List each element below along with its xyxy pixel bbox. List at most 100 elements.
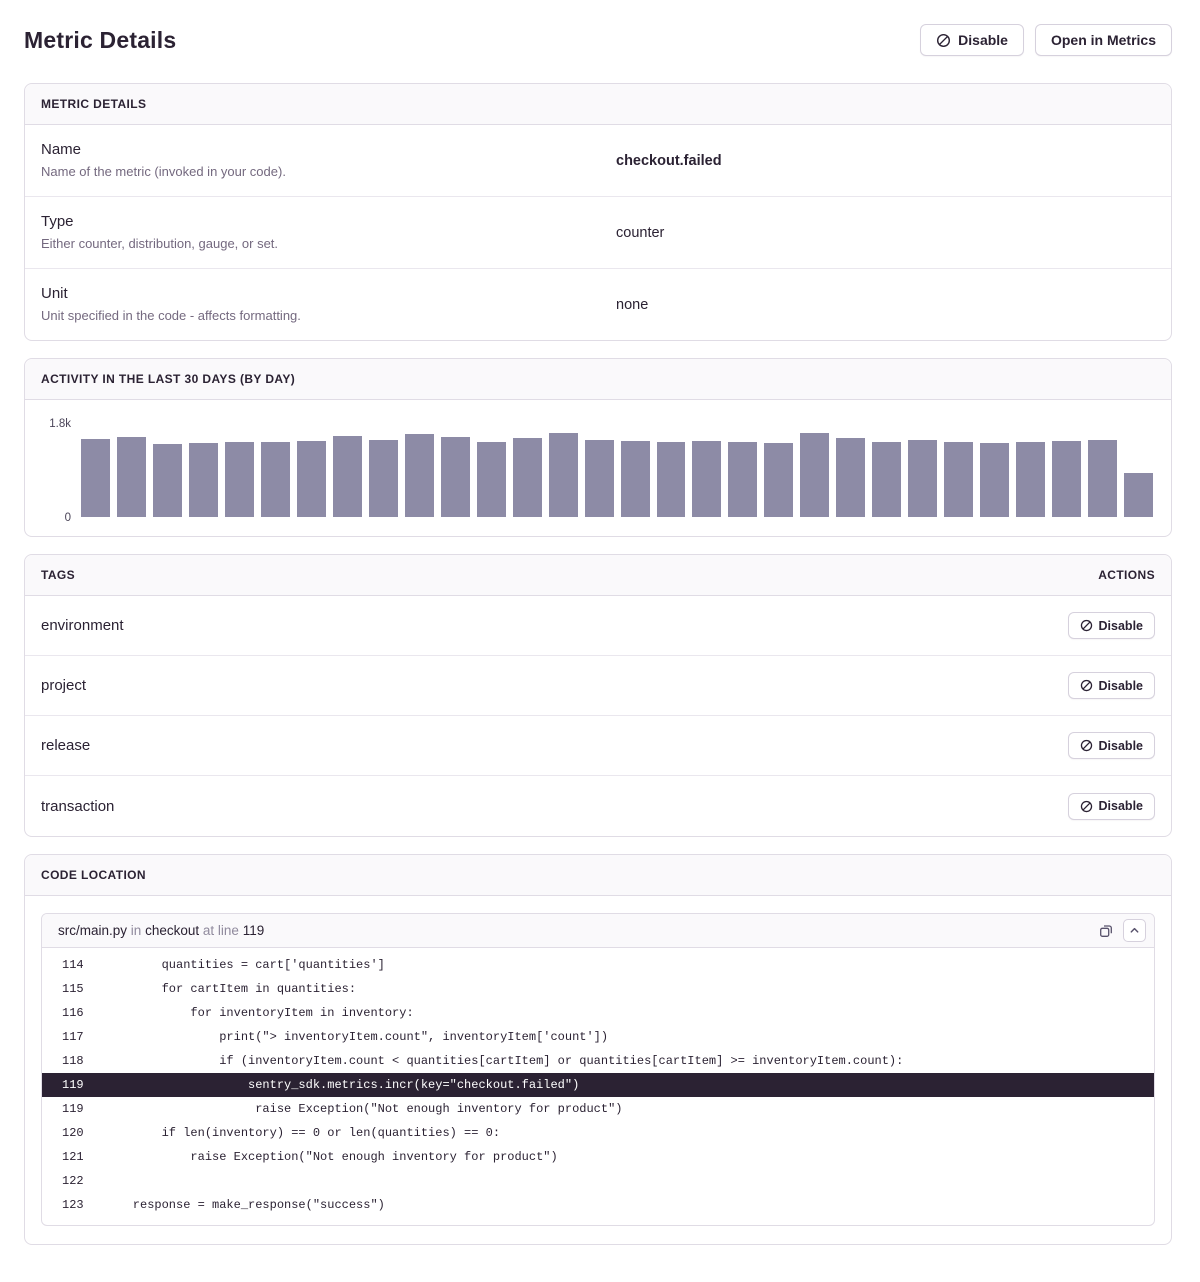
- not-icon: [1080, 800, 1092, 812]
- tag-name: project: [41, 677, 87, 694]
- page-header: Metric Details Disable Open in Metrics: [24, 24, 1172, 56]
- activity-bar-chart: 1.8k 0: [25, 400, 1171, 536]
- chart-bar: [728, 441, 758, 517]
- not-icon: [937, 33, 951, 47]
- metric-details-panel: METRIC DETAILS Name Name of the metric (…: [24, 83, 1172, 341]
- not-icon: [1080, 619, 1092, 632]
- disable-tag-button[interactable]: Disable: [1067, 612, 1155, 639]
- metric-detail-left: Name Name of the metric (invoked in your…: [41, 141, 598, 180]
- chart-bar: [800, 432, 830, 517]
- code-line-no: 119: [62, 1078, 84, 1092]
- not-icon: [1080, 739, 1092, 752]
- chart-bar: [476, 441, 506, 517]
- metric-detail-row: Type Either counter, distribution, gauge…: [25, 197, 1171, 269]
- code-block-header: src/main.py in checkout at line 119: [42, 914, 1154, 948]
- chart-bar: [548, 433, 578, 517]
- chart-bar: [872, 441, 902, 517]
- chart-bar: [188, 443, 218, 517]
- metric-detail-value: none: [616, 296, 649, 313]
- y-axis-min-label: 0: [64, 512, 71, 524]
- code-line: 119 raise Exception("Not enough inventor…: [42, 1097, 1154, 1121]
- code-line-text: for inventoryItem in inventory:: [104, 1006, 414, 1020]
- code-line-text: for cartItem in quantities:: [104, 982, 357, 996]
- collapse-code-button[interactable]: [1123, 919, 1146, 942]
- chart-bar: [296, 440, 326, 517]
- metric-detail-label: Type: [41, 213, 74, 230]
- chart-bar: [404, 434, 434, 517]
- code-line: 123 response = make_response("success"): [42, 1193, 1154, 1217]
- code-line-no: 115: [62, 982, 84, 996]
- code-line: 116 for inventoryItem in inventory:: [42, 1001, 1154, 1025]
- code-at-line-word: at line: [202, 923, 239, 938]
- tag-row: release Disable: [25, 716, 1171, 776]
- chart-bar: [1088, 439, 1118, 517]
- code-line-no: 117: [62, 1030, 84, 1044]
- chart-bar: [908, 440, 938, 517]
- metric-detail-description: Either counter, distribution, gauge, or …: [41, 236, 279, 251]
- disable-tag-label: Disable: [1098, 799, 1143, 813]
- code-line-no: 122: [62, 1174, 84, 1188]
- actions-header-label: ACTIONS: [1098, 568, 1155, 582]
- metric-detail-value: counter: [616, 224, 665, 241]
- open-in-metrics-button[interactable]: Open in Metrics: [1034, 24, 1172, 56]
- code-line-text: quantities = cart['quantities']: [104, 958, 385, 972]
- tag-name: release: [41, 737, 91, 754]
- activity-panel-header: ACTIVITY IN THE LAST 30 DAYS (BY DAY): [25, 359, 1171, 400]
- chart-bar: [980, 442, 1010, 517]
- chart-bar: [764, 442, 794, 517]
- metric-detail-left: Type Either counter, distribution, gauge…: [41, 213, 598, 252]
- disable-tag-button[interactable]: Disable: [1067, 732, 1155, 759]
- code-line-text: sentry_sdk.metrics.incr(key="checkout.fa…: [104, 1078, 580, 1092]
- chart-bar: [656, 441, 686, 517]
- code-line: 117 print("> inventoryItem.count", inven…: [42, 1025, 1154, 1049]
- code-line-no: 121: [62, 1150, 84, 1164]
- chart-bar: [1016, 441, 1046, 517]
- code-location-body: src/main.py in checkout at line 119: [25, 896, 1171, 1244]
- code-line-text: print("> inventoryItem.count", inventory…: [104, 1030, 609, 1044]
- code-line-no: 119: [62, 1102, 84, 1116]
- metric-details-panel-header: METRIC DETAILS: [25, 84, 1171, 125]
- code-line-no: 114: [62, 958, 84, 972]
- metric-detail-row: Unit Unit specified in the code - affect…: [25, 269, 1171, 340]
- code-location-panel: CODE LOCATION src/main.py in checkout at…: [24, 854, 1172, 1245]
- code-line: 121 raise Exception("Not enough inventor…: [42, 1145, 1154, 1169]
- code-file: src/main.py: [58, 923, 128, 938]
- code-line-no: 118: [62, 1054, 84, 1068]
- chart-bar: [584, 440, 614, 517]
- tag-row: environment Disable: [25, 596, 1171, 656]
- disable-metric-button[interactable]: Disable: [920, 24, 1024, 56]
- chart-bar: [620, 440, 650, 517]
- code-line: 122: [42, 1169, 1154, 1193]
- chart-bar: [152, 443, 182, 517]
- copy-code-button[interactable]: [1095, 920, 1117, 942]
- code-location-panel-header: CODE LOCATION: [25, 855, 1171, 896]
- code-line-text: [104, 1169, 1154, 1193]
- chart-bar: [1124, 473, 1154, 517]
- code-line-text: raise Exception("Not enough inventory fo…: [104, 1150, 558, 1164]
- code-line-text: response = make_response("success"): [104, 1198, 385, 1212]
- chevron-up-icon: [1130, 927, 1139, 933]
- copy-icon: [1100, 924, 1112, 937]
- tag-row: project Disable: [25, 656, 1171, 716]
- chart-bar: [836, 438, 866, 517]
- chart-y-axis: 1.8k 0: [41, 418, 81, 524]
- metric-details-rows: Name Name of the metric (invoked in your…: [25, 125, 1171, 340]
- metric-detail-label: Unit: [41, 285, 68, 302]
- disable-tag-label: Disable: [1098, 618, 1143, 633]
- header-actions: Disable Open in Metrics: [920, 24, 1172, 56]
- metric-detail-row: Name Name of the metric (invoked in your…: [25, 125, 1171, 197]
- metric-detail-description: Name of the metric (invoked in your code…: [41, 164, 286, 179]
- disable-tag-button[interactable]: Disable: [1067, 672, 1155, 699]
- y-axis-max-label: 1.8k: [49, 418, 71, 430]
- not-icon: [1080, 679, 1092, 692]
- tags-header-label: TAGS: [41, 568, 76, 582]
- code-in-word: in: [130, 923, 142, 938]
- chart-bar: [332, 435, 362, 517]
- code-line: 114 quantities = cart['quantities']: [42, 953, 1154, 977]
- disable-tag-button[interactable]: Disable: [1067, 792, 1155, 820]
- code-function: checkout: [145, 923, 200, 938]
- code-line: 119 sentry_sdk.metrics.incr(key="checkou…: [42, 1073, 1154, 1097]
- code-actions: [1095, 919, 1146, 942]
- metric-detail-label: Name: [41, 141, 82, 158]
- chart-bars: [81, 425, 1154, 517]
